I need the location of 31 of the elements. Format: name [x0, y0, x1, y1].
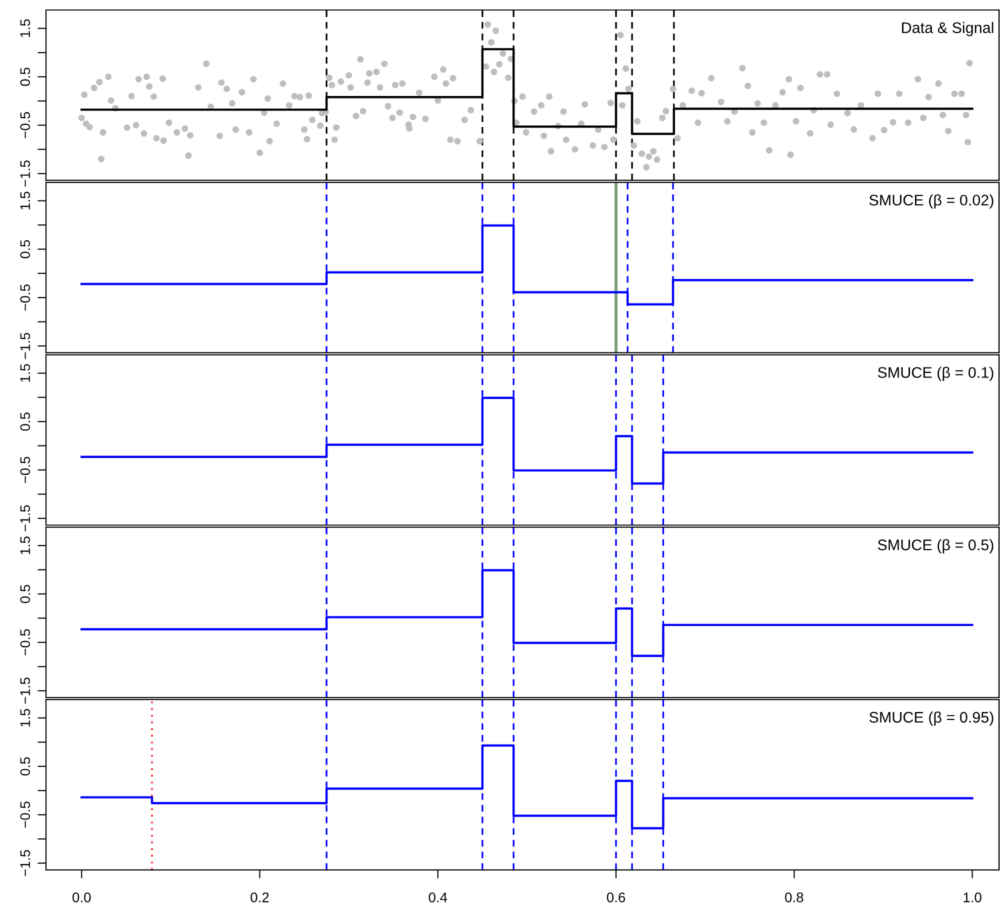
- y-tick-label: −1.5: [20, 332, 30, 359]
- y-tick-label: −0.5: [20, 629, 30, 656]
- x-tick-label: 0.4: [428, 892, 448, 902]
- y-tick-label: 1.5: [20, 19, 30, 37]
- y-tick-label: 1.5: [20, 192, 30, 210]
- y-tick-label: 0.5: [20, 757, 30, 776]
- text: SMUCE (β = 0.02): [869, 194, 994, 209]
- x-tick-label: 1.0: [964, 892, 982, 902]
- y-tick-label: 0.5: [20, 584, 30, 604]
- y-tick-label: −1.5: [20, 850, 30, 876]
- text: SMUCE (β = 0.95): [869, 711, 994, 726]
- text: Data & Signal: [902, 22, 994, 36]
- y-tick-label: 0.5: [20, 240, 30, 258]
- x-tick-label: 0.8: [785, 892, 804, 902]
- y-tick-label: −1.5: [20, 505, 30, 532]
- text: SMUCE (β = 0.1): [878, 366, 994, 381]
- y-tick-label: −0.5: [20, 284, 30, 311]
- y-tick-label: −0.5: [20, 456, 30, 483]
- y-tick-label: 1.5: [20, 708, 30, 727]
- y-tick-label: −1.5: [20, 160, 30, 187]
- x-tick-label: 0.2: [250, 892, 269, 902]
- x-tick-label: 0.6: [606, 892, 626, 902]
- y-tick-label: −0.5: [20, 112, 30, 138]
- y-tick-label: 0.5: [20, 68, 30, 86]
- y-tick-label: −0.5: [20, 802, 30, 828]
- y-tick-label: 0.5: [20, 412, 30, 431]
- y-tick-label: −1.5: [20, 678, 30, 704]
- y-tick-label: 1.5: [20, 364, 30, 382]
- y-tick-label: 1.5: [20, 536, 30, 554]
- text: SMUCE (β = 0.5): [878, 539, 994, 554]
- x-tick-label: 0.0: [72, 892, 91, 902]
